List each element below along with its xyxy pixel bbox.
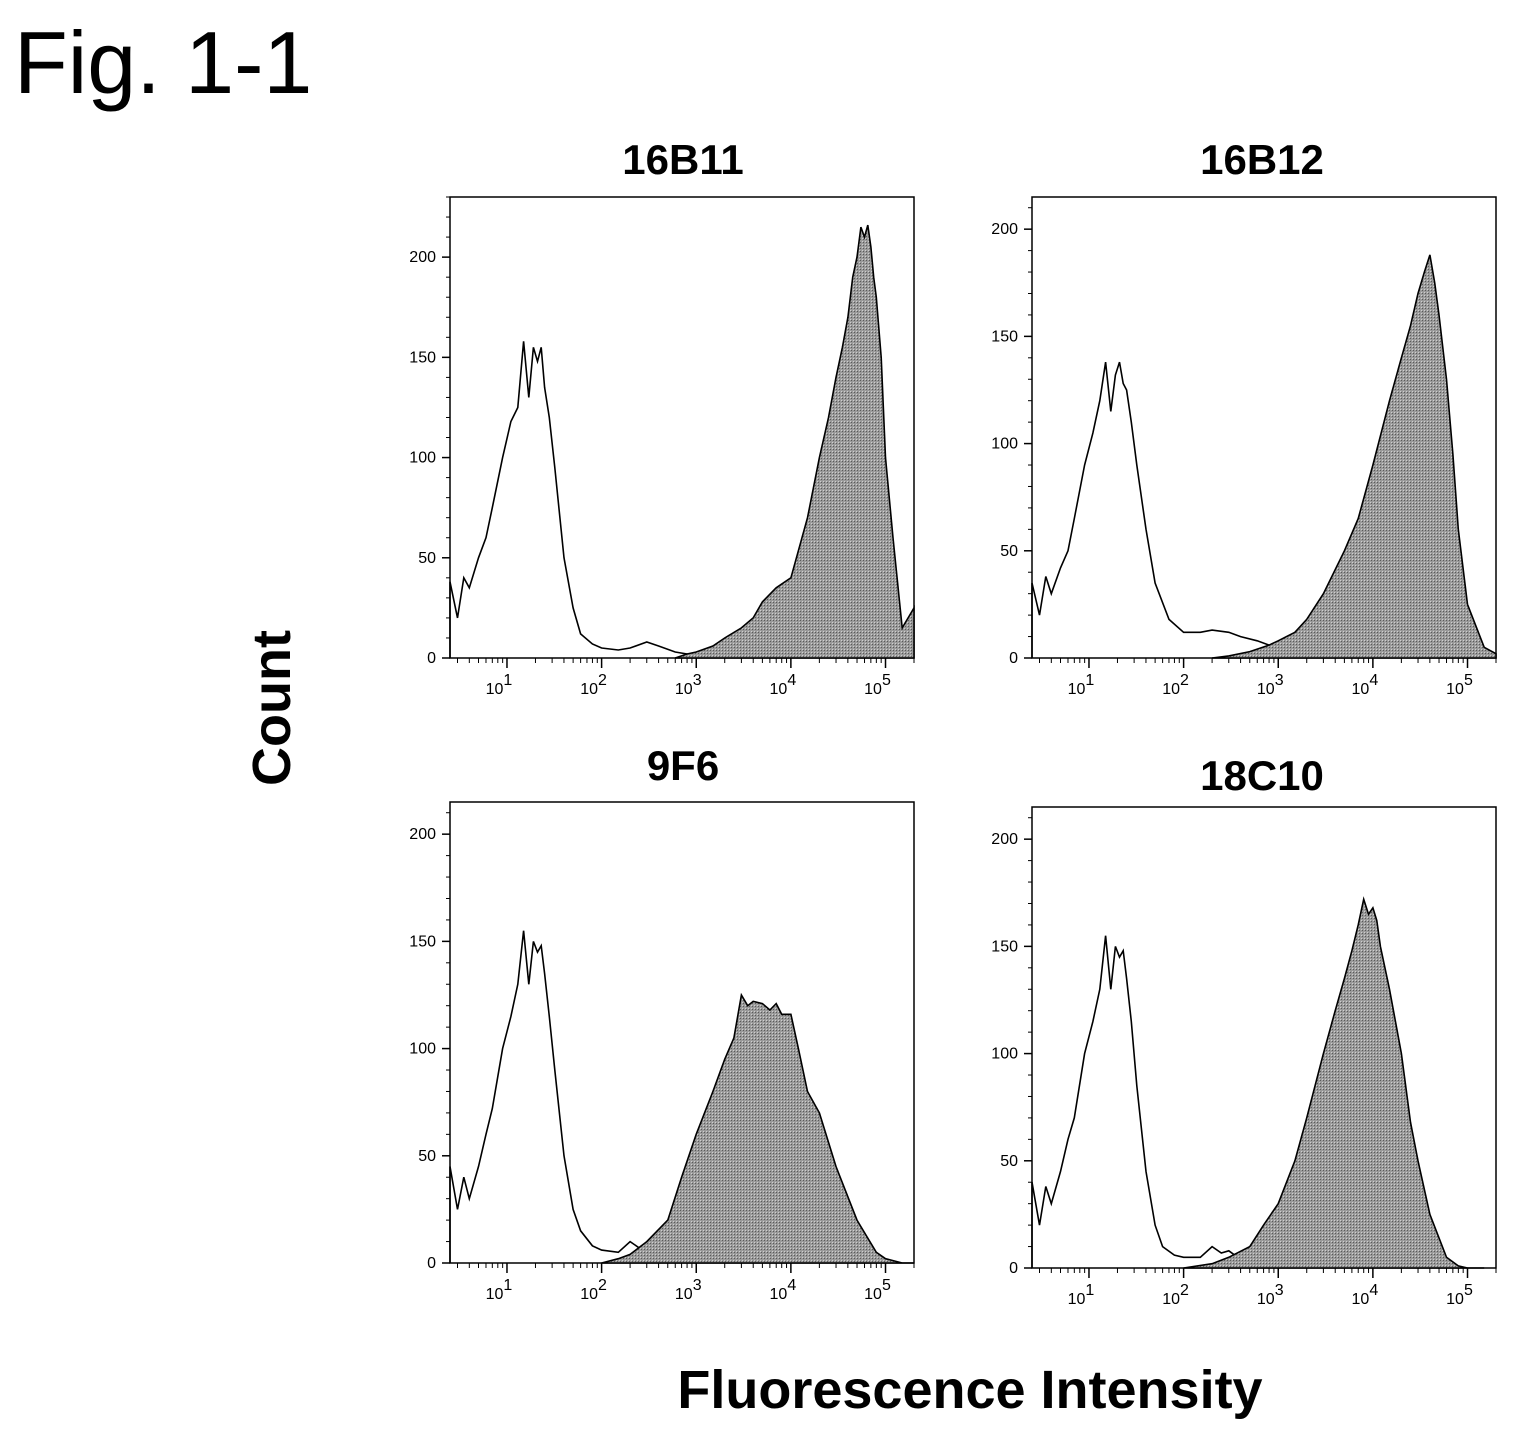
y-tick-label: 200 (409, 826, 436, 843)
y-tick-label: 200 (409, 249, 436, 266)
histogram-18c10: 0 50 100 150 200 101 102 103 104 105 (991, 806, 1497, 1308)
histogram-16b11: 0 50 100 150 200 101 102 103 104 105 (409, 196, 915, 698)
panel-title-18c10: 18C10 (1200, 752, 1324, 799)
y-tick-label: 100 (991, 1046, 1018, 1063)
y-tick-label: 200 (991, 831, 1018, 848)
series-filled-histogram (1212, 254, 1497, 659)
y-tick-label: 150 (409, 933, 436, 950)
y-tick-label: 50 (1000, 543, 1018, 560)
histogram-16b12: 0 50 100 150 200 101 102 103 104 105 (991, 196, 1497, 698)
x-tick-label: 104 (1352, 1282, 1379, 1308)
series-filled-histogram (601, 992, 914, 1264)
figure-title: Fig. 1-1 (14, 13, 313, 112)
x-tick-label: 102 (1162, 1282, 1189, 1308)
x-tick-label: 103 (1257, 1282, 1284, 1308)
x-tick-label: 105 (864, 1277, 891, 1303)
y-tick-label: 0 (1009, 650, 1018, 667)
y-tick-label: 100 (409, 1041, 436, 1058)
y-tick-label: 50 (1000, 1153, 1018, 1170)
x-tick-label: 102 (580, 672, 607, 698)
x-tick-label: 105 (1446, 672, 1473, 698)
x-tick-label: 104 (1352, 672, 1379, 698)
x-tick-label: 101 (486, 672, 513, 698)
x-tick-label: 101 (1068, 1282, 1095, 1308)
y-tick-label: 0 (427, 1255, 436, 1272)
series-outline-histogram (449, 930, 697, 1264)
series-outline-histogram (449, 341, 697, 658)
x-tick-label: 104 (770, 1277, 797, 1303)
histogram-9f6: 0 50 100 150 200 101 102 103 104 105 (409, 801, 915, 1303)
y-tick-label: 150 (991, 938, 1018, 955)
x-tick-label: 102 (580, 1277, 607, 1303)
y-tick-label: 0 (427, 650, 436, 667)
y-axis-label: Count (242, 630, 302, 786)
series-filled-histogram (674, 224, 915, 659)
y-tick-label: 50 (418, 1148, 436, 1165)
y-tick-label: 100 (991, 436, 1018, 453)
x-axis-label: Fluorescence Intensity (677, 1360, 1263, 1420)
y-tick-label: 200 (991, 221, 1018, 238)
panel-title-16b11: 16B11 (622, 136, 744, 183)
x-tick-label: 105 (864, 672, 891, 698)
y-tick-label: 150 (991, 328, 1018, 345)
series-outline-histogram (1031, 361, 1325, 658)
x-tick-label: 103 (675, 672, 702, 698)
series-filled-histogram (1183, 896, 1485, 1269)
y-tick-label: 150 (409, 349, 436, 366)
y-tick-label: 0 (1009, 1260, 1018, 1277)
x-tick-label: 101 (486, 1277, 513, 1303)
y-tick-label: 100 (409, 450, 436, 467)
x-tick-label: 101 (1068, 672, 1095, 698)
panel-title-16b12: 16B12 (1200, 136, 1324, 183)
x-tick-label: 102 (1162, 672, 1189, 698)
x-tick-label: 104 (770, 672, 797, 698)
x-tick-label: 105 (1446, 1282, 1473, 1308)
x-tick-label: 103 (675, 1277, 702, 1303)
panel-title-9f6: 9F6 (646, 742, 720, 789)
y-tick-label: 50 (418, 550, 436, 567)
series-outline-histogram (1031, 935, 1279, 1269)
x-tick-label: 103 (1257, 672, 1284, 698)
